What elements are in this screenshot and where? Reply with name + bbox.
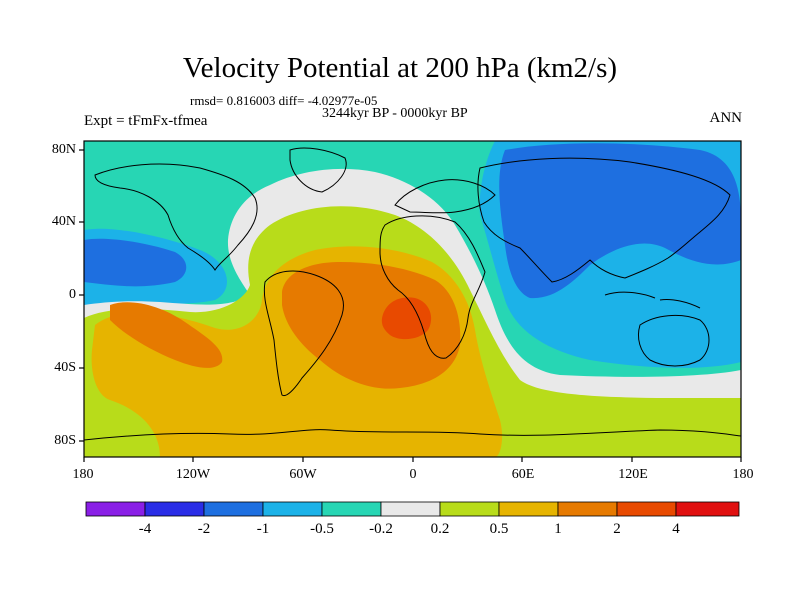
colorbar-label: -2 [197,521,211,537]
indonesia-coast [604,291,701,309]
europe-coast [394,179,496,214]
rmsd-diff-stats: rmsd= 0.816003 diff= -4.02977e-05 [190,93,378,108]
colorbar-swatch-9 [616,501,677,517]
lon-label-120e: 120E [618,467,648,482]
colorbar-label: 1 [554,521,562,537]
colorbar-swatch-4 [321,501,382,517]
colorbar-label: -0.5 [310,521,334,537]
period-label: 3244kyr BP - 0000kyr BP [322,106,468,121]
colorbar-label: 0.2 [430,521,450,537]
contour-neg-mid-southwest [84,293,150,310]
colorbar-swatch-8 [557,501,618,517]
colorbar-swatch-2 [203,501,264,517]
colorbar-label: 2 [613,521,621,537]
colorbar-swatch-3 [262,501,323,517]
colorbar-label: 0.5 [489,521,509,537]
coastlines [84,147,741,441]
australia-coast [637,315,710,367]
lon-label-180e: 180 [732,467,754,482]
lon-label-60e: 60E [511,467,535,482]
experiment-label: Expt = tFmFx-tfmea [84,113,208,129]
contour-pos-max [381,297,432,340]
contour-neg-strong-east [499,143,741,299]
lat-label-80n: 80N [51,142,76,157]
contour-neg-strong-west [84,238,187,287]
asia-coast [477,157,731,283]
colorbar-swatch-1 [144,501,205,517]
colorbar-swatch-10 [675,501,740,517]
colorbar-swatch-5 [380,501,441,517]
y-ticks [79,149,84,442]
lon-label-0: 0 [409,467,417,482]
greenland-coast [289,147,347,193]
season-label: ANN [709,110,743,126]
africa-coast [379,215,486,359]
north-america-coast [94,163,258,271]
lat-label-40n: 40N [51,214,76,229]
lat-label-80s: 80S [54,433,76,448]
colorbar-swatch-0 [85,501,146,517]
colorbar [85,501,740,517]
colorbar-label: 4 [672,521,680,537]
colorbar-label: -0.2 [369,521,393,537]
colorbar-swatch-6 [439,501,500,517]
lon-label-120w: 120W [175,467,211,482]
x-ticks [83,457,742,462]
lat-label-0: 0 [69,287,76,302]
colorbar-swatch-7 [498,501,559,517]
antarctica-coast [84,429,741,441]
south-america-coast [263,270,344,397]
map-title: Velocity Potential at 200 hPa (km2/s) [182,52,618,84]
colorbar-label: -1 [256,521,270,537]
lat-label-40s: 40S [54,360,76,375]
colorbar-label: -4 [138,521,152,537]
contour-pos-strong-central [282,262,461,389]
lon-label-180w: 180 [72,467,94,482]
contour-field [84,141,741,457]
contour-pos-strong-west [110,302,223,368]
lon-label-60w: 60W [289,467,317,482]
map-frame [79,140,742,462]
